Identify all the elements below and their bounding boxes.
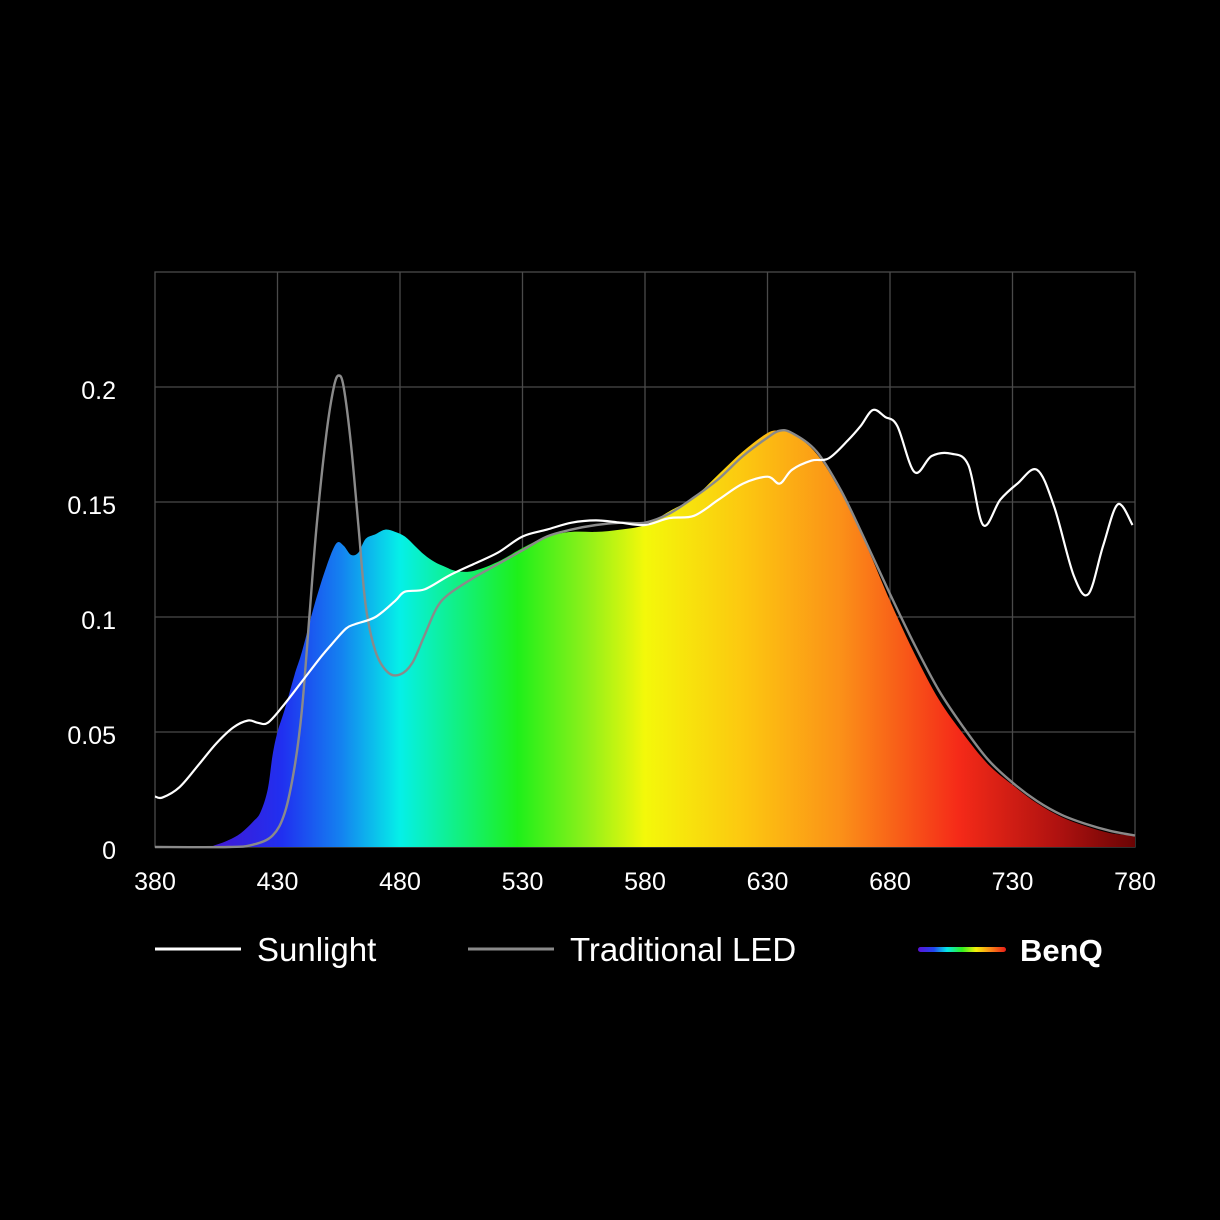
- x-tick-label: 430: [257, 868, 299, 896]
- x-tick-label: 580: [624, 868, 666, 896]
- y-tick-label: 0.2: [81, 377, 116, 405]
- legend-swatch-benq: [918, 947, 1006, 952]
- x-tick-label: 630: [747, 868, 789, 896]
- x-tick-label: 530: [502, 868, 544, 896]
- x-tick-label: 380: [134, 868, 176, 896]
- x-tick-label: 730: [992, 868, 1034, 896]
- legend-label-traditional-led: Traditional LED: [570, 931, 796, 968]
- y-tick-label: 0: [102, 837, 116, 865]
- x-tick-label: 480: [379, 868, 421, 896]
- traditional-led-line: [154, 374, 1136, 849]
- y-tick-label: 0.1: [81, 607, 116, 635]
- sunlight-line: [154, 408, 1134, 800]
- x-tick-label: 780: [1114, 868, 1156, 896]
- legend: Sunlight Traditional LED BenQ: [155, 931, 1103, 968]
- y-tick-label: 0.05: [67, 722, 116, 750]
- x-tick-label: 680: [869, 868, 911, 896]
- x-axis-tick-labels: 380 430 480 530 580 630 680 730 780: [134, 868, 1156, 896]
- benq-spectrum-area: [155, 430, 1135, 848]
- y-axis-tick-labels: 0 0.05 0.1 0.15 0.2: [67, 377, 116, 865]
- legend-label-sunlight: Sunlight: [257, 931, 376, 968]
- legend-label-benq: BenQ: [1020, 933, 1103, 968]
- y-tick-label: 0.15: [67, 492, 116, 520]
